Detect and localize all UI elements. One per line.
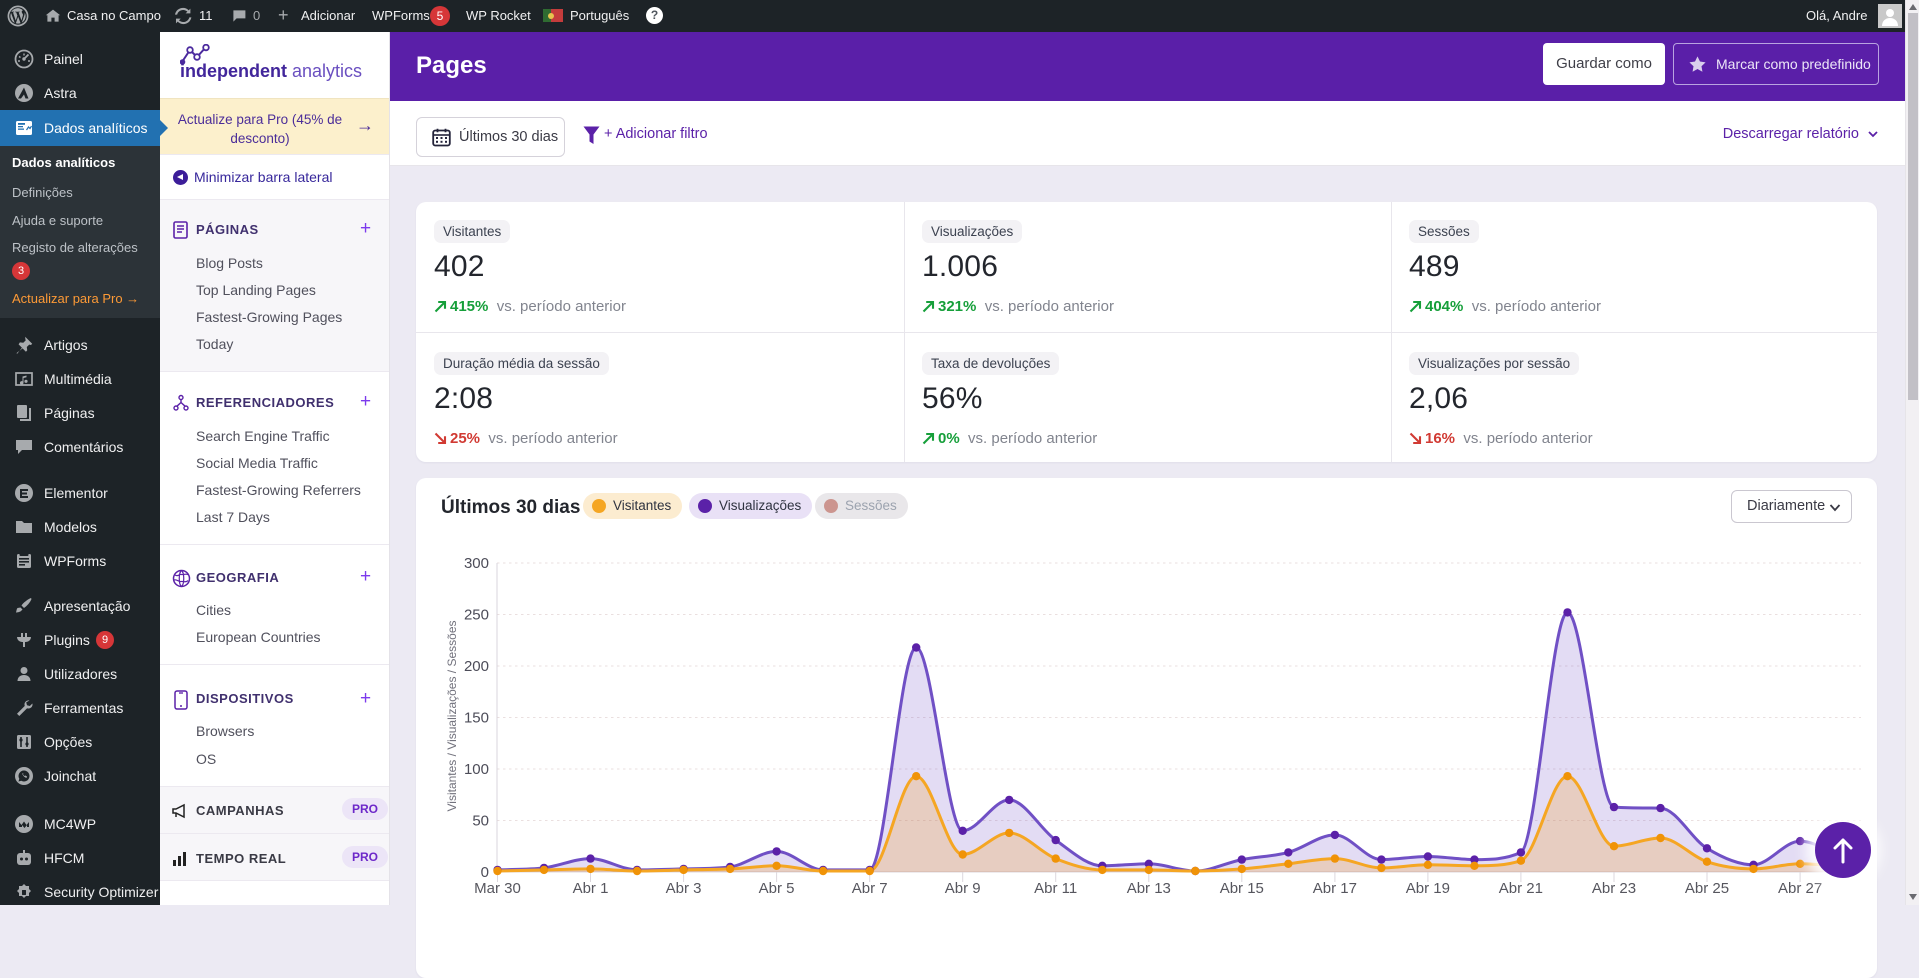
svg-text:Abr 13: Abr 13 (1127, 880, 1171, 897)
svg-text:Abr 27: Abr 27 (1778, 880, 1822, 897)
svg-text:Abr 7: Abr 7 (852, 880, 888, 897)
svg-text:250: 250 (464, 607, 489, 624)
svg-text:Abr 21: Abr 21 (1499, 880, 1543, 897)
svg-text:Abr 11: Abr 11 (1034, 880, 1077, 897)
svg-text:200: 200 (464, 658, 489, 675)
svg-text:Visitantes / Visualizações / S: Visitantes / Visualizações / Sessões (445, 621, 459, 812)
svg-text:Mar 30: Mar 30 (474, 880, 521, 897)
svg-text:Abr 9: Abr 9 (945, 880, 981, 897)
svg-text:Abr 25: Abr 25 (1685, 880, 1729, 897)
svg-text:50: 50 (472, 813, 489, 830)
svg-text:Abr 19: Abr 19 (1406, 880, 1450, 897)
svg-text:Abr 17: Abr 17 (1313, 880, 1357, 897)
svg-text:0: 0 (481, 864, 489, 881)
svg-text:100: 100 (464, 761, 489, 778)
svg-text:Abr 5: Abr 5 (759, 880, 795, 897)
svg-text:Abr 15: Abr 15 (1220, 880, 1264, 897)
svg-text:Abr 23: Abr 23 (1592, 880, 1636, 897)
svg-text:Abr 3: Abr 3 (666, 880, 702, 897)
svg-text:150: 150 (464, 710, 489, 727)
svg-text:Abr 1: Abr 1 (573, 880, 609, 897)
svg-text:300: 300 (464, 555, 489, 572)
